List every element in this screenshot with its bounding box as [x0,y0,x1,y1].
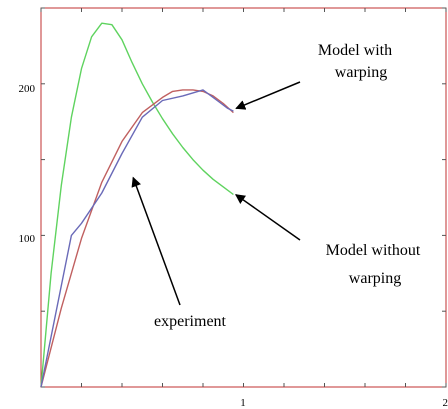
x-tick-label-2: 2 [443,397,448,409]
ticks [40,7,447,388]
annotation-with-warping-line1: Model with [318,42,392,59]
annotation-with-warping: Model with warping [318,42,396,81]
series-line-red [40,89,234,388]
annotation-without-warping: Model without warping [326,242,425,287]
annotations-layer: Model with warping Model without warping… [131,42,425,330]
annotation-arrow-1 [235,194,301,241]
series-layer [40,22,234,388]
annotation-without-warping-line1: Model without [326,242,421,259]
y-tick-label-100: 100 [19,233,36,245]
annotation-arrow-2 [131,176,181,306]
series-line-blue [40,89,234,388]
tick-labels: 1 2 100 200 [19,83,448,409]
annotation-experiment: experiment [154,313,227,330]
x-tick-label-1: 1 [240,397,246,409]
annotation-arrow-0 [235,81,301,110]
y-tick-label-200: 200 [19,83,36,95]
annotation-without-warping-line2: warping [349,270,401,287]
series-line-green [40,22,234,388]
annotation-with-warping-line2: warping [335,64,387,81]
